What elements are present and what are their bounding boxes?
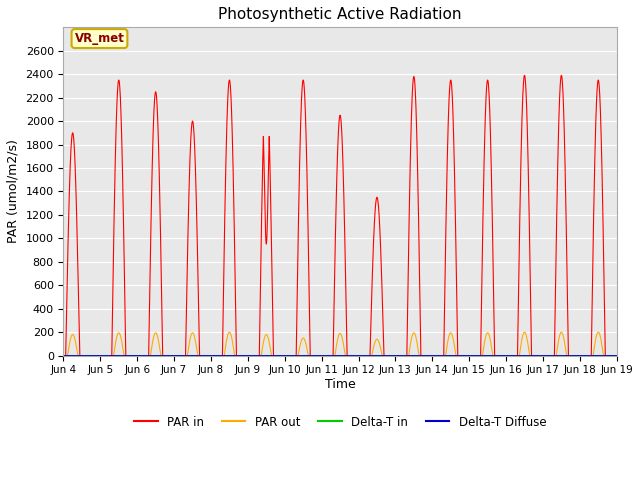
PAR out — [417, 353, 424, 359]
PAR in — [178, 353, 186, 359]
PAR in — [495, 353, 503, 359]
Title: Photosynthetic Active Radiation: Photosynthetic Active Radiation — [218, 7, 462, 22]
Delta-T in — [417, 353, 424, 359]
Y-axis label: PAR (umol/m2/s): PAR (umol/m2/s) — [7, 140, 20, 243]
Delta-T Diffuse — [611, 353, 618, 359]
Delta-T Diffuse — [172, 353, 180, 359]
X-axis label: Time: Time — [324, 378, 355, 391]
Text: VR_met: VR_met — [74, 32, 124, 45]
PAR in — [613, 353, 621, 359]
PAR in — [417, 324, 424, 329]
PAR out — [172, 353, 180, 359]
PAR out — [613, 353, 621, 359]
PAR out — [225, 329, 233, 335]
PAR in — [60, 353, 67, 359]
PAR out — [60, 353, 67, 359]
Delta-T Diffuse — [178, 353, 186, 359]
PAR out — [495, 353, 503, 359]
PAR out — [611, 353, 619, 359]
PAR in — [611, 353, 619, 359]
PAR in — [267, 191, 275, 197]
Delta-T in — [613, 353, 621, 359]
Delta-T in — [495, 353, 503, 359]
Delta-T Diffuse — [267, 353, 275, 359]
Legend: PAR in, PAR out, Delta-T in, Delta-T Diffuse: PAR in, PAR out, Delta-T in, Delta-T Dif… — [129, 411, 551, 433]
PAR out — [267, 348, 275, 353]
Delta-T in — [267, 353, 275, 359]
Delta-T Diffuse — [417, 353, 424, 359]
Delta-T Diffuse — [613, 353, 621, 359]
PAR out — [178, 353, 186, 359]
Line: PAR out: PAR out — [63, 332, 617, 356]
Delta-T in — [172, 353, 180, 359]
Delta-T in — [60, 353, 67, 359]
Delta-T Diffuse — [495, 353, 503, 359]
Line: PAR in: PAR in — [63, 75, 617, 356]
Delta-T in — [611, 353, 618, 359]
PAR in — [172, 353, 180, 359]
Delta-T Diffuse — [60, 353, 67, 359]
PAR in — [520, 72, 528, 78]
Delta-T in — [178, 353, 186, 359]
